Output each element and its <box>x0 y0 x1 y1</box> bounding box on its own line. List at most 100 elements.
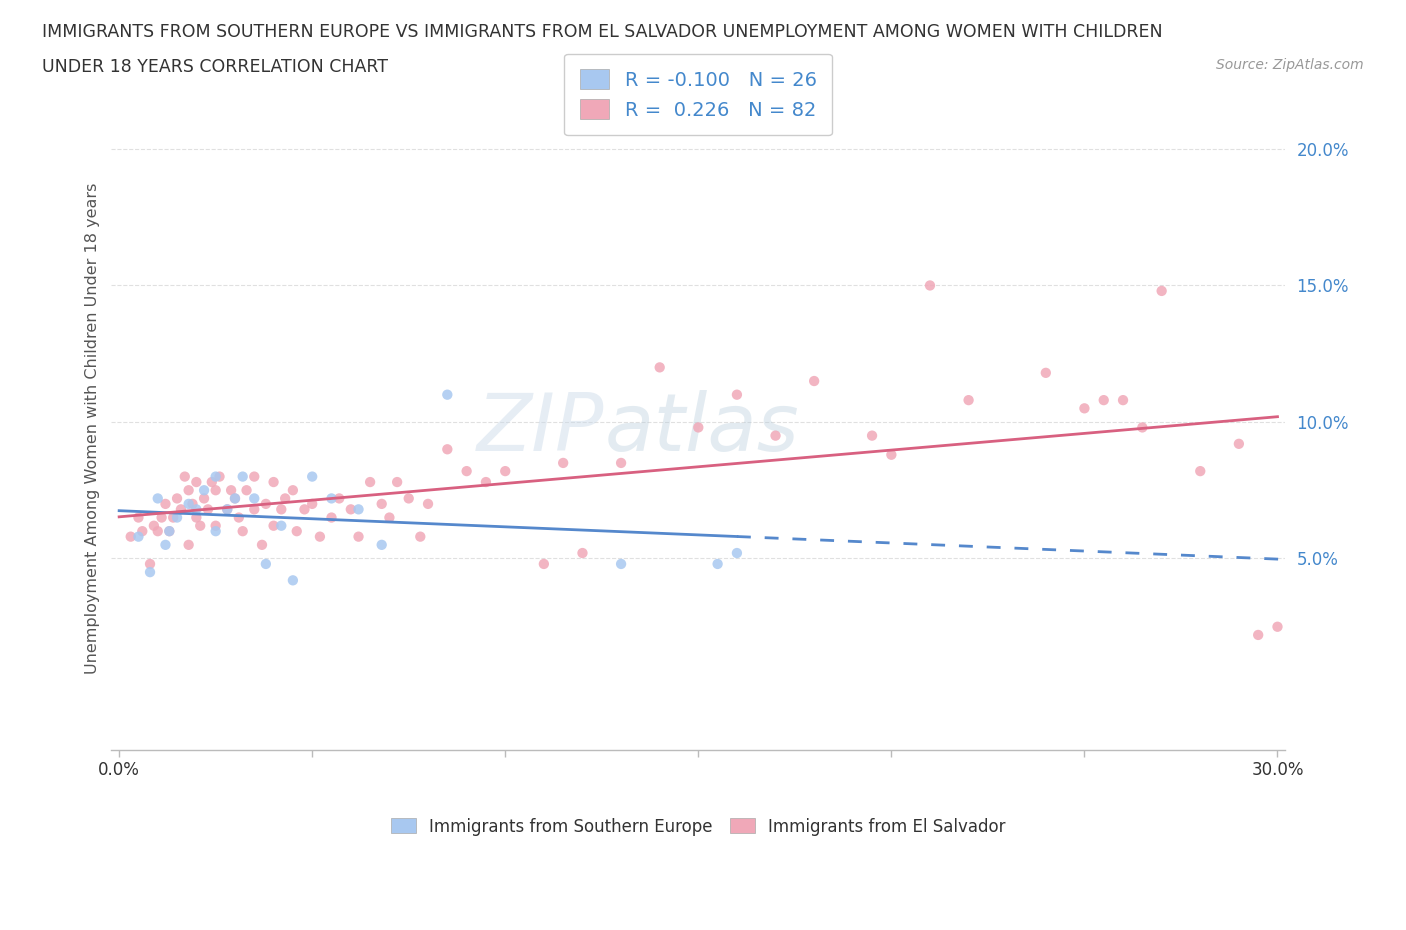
Point <box>120 529 142 544</box>
Point <box>155 538 177 552</box>
Point <box>250 538 273 552</box>
Point <box>553 456 575 471</box>
Point <box>416 497 439 512</box>
Point <box>610 556 633 571</box>
Point <box>706 556 728 571</box>
Text: IMMIGRANTS FROM SOUTHERN EUROPE VS IMMIGRANTS FROM EL SALVADOR UNEMPLOYMENT AMON: IMMIGRANTS FROM SOUTHERN EUROPE VS IMMIG… <box>42 23 1163 41</box>
Point <box>1227 436 1250 451</box>
Legend: Immigrants from Southern Europe, Immigrants from El Salvador: Immigrants from Southern Europe, Immigra… <box>382 809 1014 844</box>
Text: atlas: atlas <box>605 390 799 468</box>
Point <box>162 510 184 525</box>
Point <box>281 483 304 498</box>
Point <box>281 573 304 588</box>
Point <box>177 538 200 552</box>
Point <box>263 518 285 533</box>
Point <box>270 518 292 533</box>
Point <box>359 474 381 489</box>
Point <box>1130 420 1153 435</box>
Point <box>1189 464 1212 479</box>
Point <box>217 502 239 517</box>
Point <box>232 469 254 484</box>
Point <box>321 510 343 525</box>
Point <box>533 556 555 571</box>
Point <box>208 469 231 484</box>
Point <box>274 491 297 506</box>
Point <box>301 469 323 484</box>
Point <box>166 510 188 525</box>
Point <box>127 510 149 525</box>
Point <box>204 518 226 533</box>
Text: Source: ZipAtlas.com: Source: ZipAtlas.com <box>1216 58 1364 72</box>
Point <box>880 447 903 462</box>
Point <box>142 518 165 533</box>
Point <box>243 491 266 506</box>
Point <box>1112 392 1135 407</box>
Point <box>204 483 226 498</box>
Point <box>340 502 363 517</box>
Point <box>398 491 420 506</box>
Point <box>494 464 516 479</box>
Point <box>309 529 332 544</box>
Point <box>301 497 323 512</box>
Point <box>155 497 177 512</box>
Point <box>860 428 883 443</box>
Point <box>139 565 162 579</box>
Point <box>1150 284 1173 299</box>
Point <box>648 360 671 375</box>
Point <box>688 420 710 435</box>
Point <box>436 387 458 402</box>
Point <box>378 510 401 525</box>
Point <box>918 278 941 293</box>
Point <box>243 502 266 517</box>
Point <box>166 491 188 506</box>
Point <box>232 524 254 538</box>
Point <box>285 524 308 538</box>
Point <box>409 529 432 544</box>
Point <box>321 491 343 506</box>
Point <box>385 474 408 489</box>
Y-axis label: Unemployment Among Women with Children Under 18 years: Unemployment Among Women with Children U… <box>86 183 100 674</box>
Point <box>347 502 370 517</box>
Point <box>347 529 370 544</box>
Point <box>328 491 350 506</box>
Point <box>177 483 200 498</box>
Point <box>146 524 169 538</box>
Point <box>157 524 180 538</box>
Point <box>146 491 169 506</box>
Text: ZIP: ZIP <box>477 390 605 468</box>
Point <box>219 483 242 498</box>
Point <box>186 502 208 517</box>
Point <box>201 474 224 489</box>
Point <box>436 442 458 457</box>
Point <box>1267 619 1289 634</box>
Point <box>193 483 215 498</box>
Point <box>725 387 748 402</box>
Text: UNDER 18 YEARS CORRELATION CHART: UNDER 18 YEARS CORRELATION CHART <box>42 58 388 75</box>
Point <box>188 518 211 533</box>
Point <box>204 524 226 538</box>
Point <box>456 464 478 479</box>
Point <box>150 510 173 525</box>
Point <box>217 502 239 517</box>
Point <box>957 392 980 407</box>
Point <box>765 428 787 443</box>
Point <box>254 556 277 571</box>
Point <box>228 510 250 525</box>
Point <box>1073 401 1095 416</box>
Point <box>294 502 316 517</box>
Point <box>177 497 200 512</box>
Point <box>204 469 226 484</box>
Point <box>157 524 180 538</box>
Point <box>131 524 153 538</box>
Point <box>170 502 193 517</box>
Point <box>1035 365 1057 380</box>
Point <box>370 538 392 552</box>
Point <box>235 483 257 498</box>
Point <box>263 474 285 489</box>
Point <box>224 491 246 506</box>
Point <box>186 510 208 525</box>
Point <box>193 491 215 506</box>
Point <box>243 469 266 484</box>
Point <box>1247 628 1270 643</box>
Point <box>370 497 392 512</box>
